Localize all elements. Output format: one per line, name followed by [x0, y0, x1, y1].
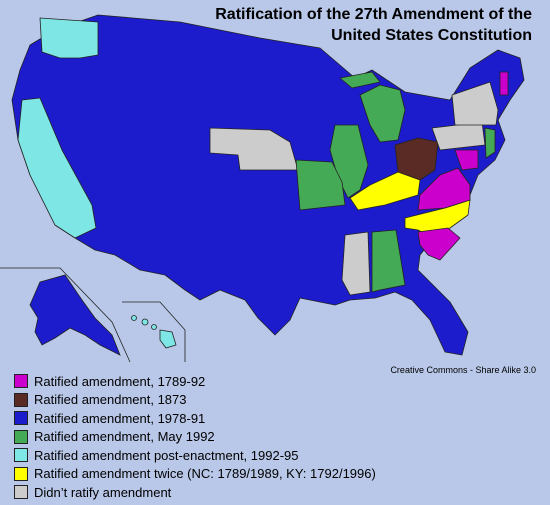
state-new-york: [451, 81, 499, 126]
state-nebraska: [209, 127, 299, 171]
legend-label: Ratified amendment, May 1992: [34, 429, 215, 445]
map-title-line2: United States Constitution: [331, 27, 532, 44]
legend-swatch: [14, 485, 28, 500]
state-michigan-upper: [339, 71, 381, 89]
alaska-inset-border: [0, 267, 131, 363]
state-washington: [39, 17, 99, 59]
legend-swatch: [14, 429, 28, 444]
map-title: Ratification of the 27th Amendment of th…: [215, 4, 532, 46]
legend-label: Ratified amendment, 1873: [34, 392, 187, 408]
state-missouri: [295, 159, 346, 211]
state-alabama: [371, 229, 406, 293]
legend-label: Ratified amendment, 1978-91: [34, 410, 206, 426]
state-alaska: [29, 274, 121, 356]
state-michigan: [359, 84, 406, 143]
legend-item: Didn’t ratify amendment: [14, 483, 376, 502]
legend-swatch: [14, 448, 28, 463]
legend: Ratified amendment, 1789-92 Ratified amen…: [14, 372, 376, 502]
map-title-line1: Ratification of the 27th Amendment of th…: [215, 6, 532, 23]
legend-item: Ratified amendment, 1978-91: [14, 409, 376, 428]
state-virginia: [417, 167, 471, 211]
legend-label: Didn’t ratify amendment: [34, 484, 172, 500]
state-california: [17, 97, 97, 239]
legend-swatch: [14, 374, 28, 389]
state-hawaii: [131, 315, 177, 349]
legend-item: Ratified amendment, May 1992: [14, 428, 376, 447]
legend-swatch: [14, 411, 28, 426]
legend-swatch: [14, 466, 28, 481]
state-maryland: [454, 149, 479, 171]
state-kentucky: [349, 171, 421, 211]
state-new-jersey: [484, 127, 496, 159]
legend-item: Ratified amendment, 1873: [14, 391, 376, 410]
state-south-carolina: [417, 227, 461, 261]
hawaii-inset-border: [122, 301, 186, 362]
legend-item: Ratified amendment, 1789-92: [14, 372, 376, 391]
legend-item: Ratified amendment post-enactment, 1992-…: [14, 446, 376, 465]
legend-item: Ratified amendment twice (NC: 1789/1989,…: [14, 465, 376, 484]
legend-swatch: [14, 392, 28, 407]
legend-label: Ratified amendment, 1789-92: [34, 373, 206, 389]
credit-text: Creative Commons - Share Alike 3.0: [390, 365, 536, 375]
state-new-hampshire: [499, 71, 509, 96]
state-mississippi: [341, 231, 371, 296]
legend-label: Ratified amendment twice (NC: 1789/1989,…: [34, 466, 376, 482]
legend-label: Ratified amendment post-enactment, 1992-…: [34, 447, 299, 463]
